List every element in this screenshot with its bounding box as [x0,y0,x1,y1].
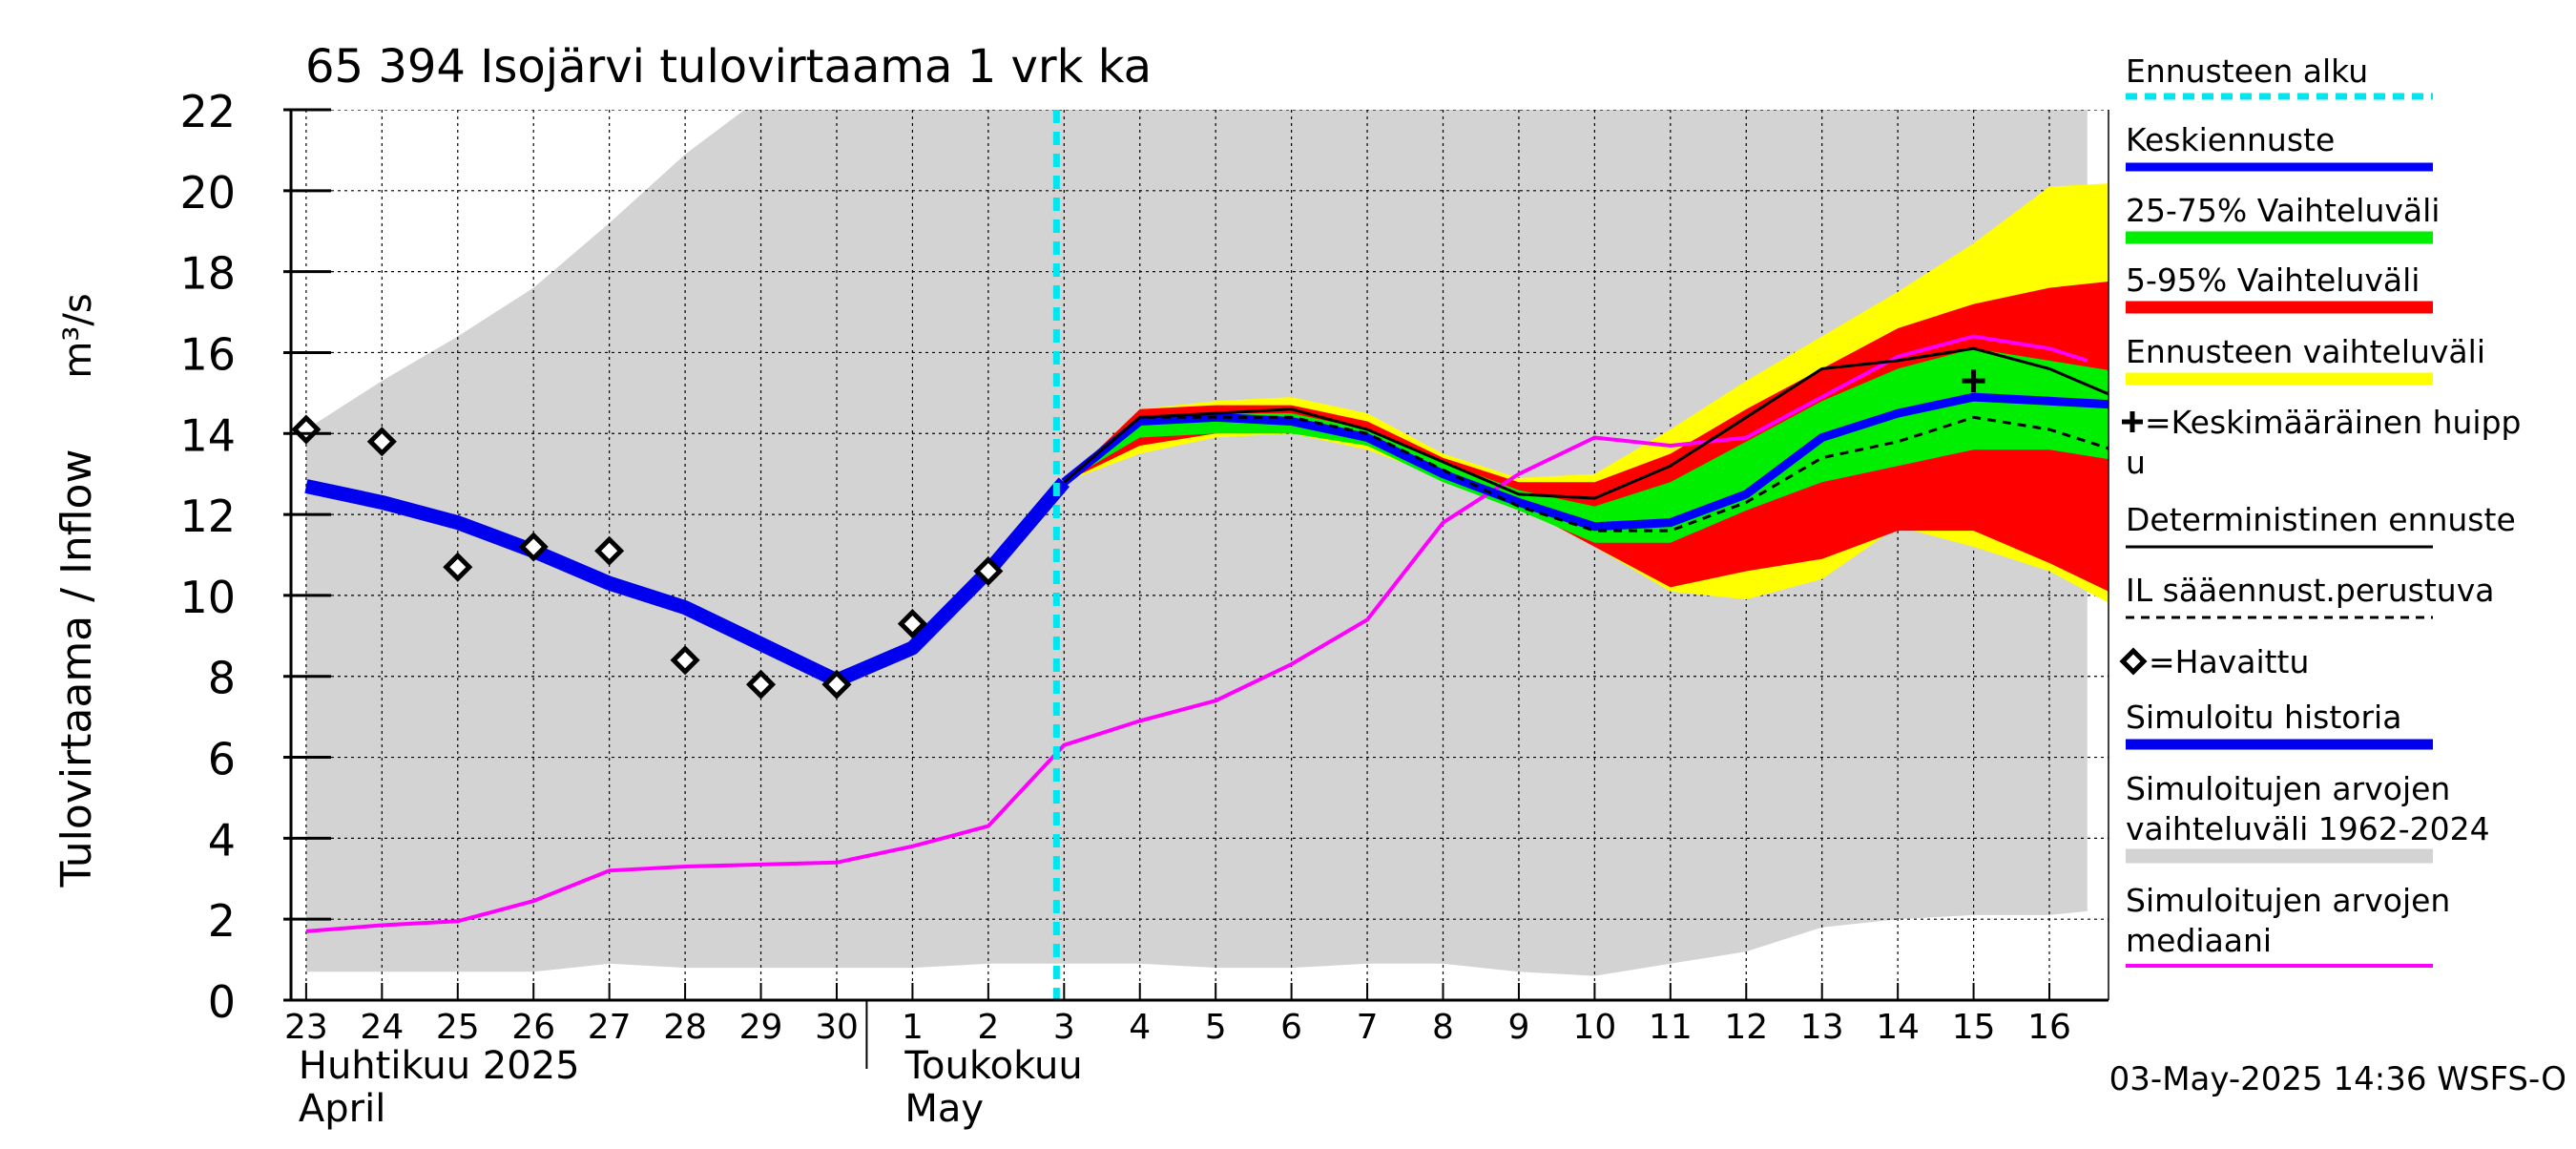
observed-marker [821,669,852,700]
x-tick-label: 2 [977,1008,999,1047]
legend-label-mean-peak: =Keskimääräinen huipp [2145,404,2522,441]
observed-marker [518,532,549,562]
y-tick-label: 22 [179,86,236,137]
observed-marker [670,645,700,676]
legend-label-deterministic: Deterministinen ennuste [2126,501,2516,538]
x-tick-label: 28 [663,1008,707,1047]
y-tick-label: 4 [208,814,236,866]
observed-marker [594,535,625,566]
x-tick-label: 24 [360,1008,404,1047]
legend-swatch-observed [2119,647,2148,676]
y-tick-label: 10 [179,572,236,623]
y-tick-label: 2 [208,895,236,947]
range-5-95-band [1064,281,2109,592]
x-tick-label: 3 [1053,1008,1075,1047]
x-tick-label: 15 [1952,1008,1996,1047]
observed-marker [291,414,322,445]
x-tick-label: 29 [739,1008,783,1047]
x-tick-label: 26 [511,1008,555,1047]
mean-peak-marker [1962,369,1985,393]
sim-range-band [305,110,2088,976]
y-tick-label: 0 [208,976,236,1028]
sim-median-line [305,334,2088,933]
x-tick-label: 13 [1800,1008,1844,1047]
legend: Ennusteen alku Keskiennuste 25-75% Vaihtel… [2119,52,2522,968]
legend-label-il-forecast: IL sääennust.perustuva [2126,572,2494,609]
sim-history-line [304,477,1070,688]
observed-marker [366,427,397,457]
y-tick-label: 16 [179,328,236,380]
y-axis-label: Tulovirtaama / Inflow [52,449,101,888]
x-tick-label: 16 [2027,1008,2071,1047]
plot-area [291,110,2109,1000]
x-tick-label: 4 [1129,1008,1151,1047]
legend-label-sim-median: Simuloitujen arvojen [2126,882,2450,919]
legend-label-mean-forecast: Keskiennuste [2126,121,2335,158]
observed-marker [897,609,927,639]
legend-label-sim-median-b: mediaani [2126,922,2272,959]
y-tick-label: 12 [179,491,236,542]
month-label-fi: Huhtikuu 2025 [299,1044,580,1088]
month-label-en: May [904,1087,984,1131]
month-label-fi: Toukokuu [904,1044,1082,1088]
il-forecast-line [1063,415,2109,533]
legend-label-forecast-start: Ennusteen alku [2126,52,2368,90]
deterministic-line [1063,346,2109,500]
observed-marker [973,555,1004,586]
x-tick-label: 14 [1876,1008,1920,1047]
y-tick-label: 20 [179,167,236,219]
x-tick-label: 6 [1280,1008,1302,1047]
legend-label-range-5-95: 5-95% Vaihteluväli [2126,261,2420,299]
x-tick-label: 5 [1205,1008,1227,1047]
legend-label-range-25-75: 25-75% Vaihteluväli [2126,192,2440,229]
x-tick-label: 30 [815,1008,859,1047]
month-label-en: April [299,1087,385,1131]
timestamp: 03-May-2025 14:36 WSFS-O [2109,1060,2566,1098]
x-tick-label: 9 [1507,1008,1529,1047]
x-tick-label: 12 [1724,1008,1768,1047]
legend-label-sim-range: Simuloitujen arvojen [2126,770,2450,807]
x-tick-label: 10 [1572,1008,1616,1047]
legend-label-observed: =Havaittu [2149,643,2309,680]
x-tick-label: 11 [1649,1008,1693,1047]
x-tick-label: 8 [1432,1008,1454,1047]
legend-label-sim-range-b: vaihteluväli 1962-2024 [2126,810,2490,847]
x-tick-label: 27 [588,1008,632,1047]
range-25-75-band [1064,348,2109,543]
x-tick-label: 23 [284,1008,328,1047]
x-tick-label: 1 [902,1008,924,1047]
y-tick-label: 14 [179,409,236,461]
observed-marker [745,669,777,700]
y-tick-label: 8 [208,653,236,704]
legend-label-mean-peak-b: u [2126,444,2146,481]
observed-marker [443,552,473,582]
y-tick-label: 18 [179,248,236,300]
y-tick-label: 6 [208,734,236,785]
chart-title: 65 394 Isojärvi tulovirtaama 1 vrk ka [305,40,1152,94]
x-tick-label: 25 [436,1008,480,1047]
legend-label-forecast-range: Ennusteen vaihteluväli [2126,333,2485,370]
legend-swatch-mean-peak [2122,411,2143,432]
legend-label-sim-history: Simuloitu historia [2126,699,2401,736]
x-tick-label: 7 [1357,1008,1379,1047]
y-axis-unit: m³/s [56,293,100,378]
